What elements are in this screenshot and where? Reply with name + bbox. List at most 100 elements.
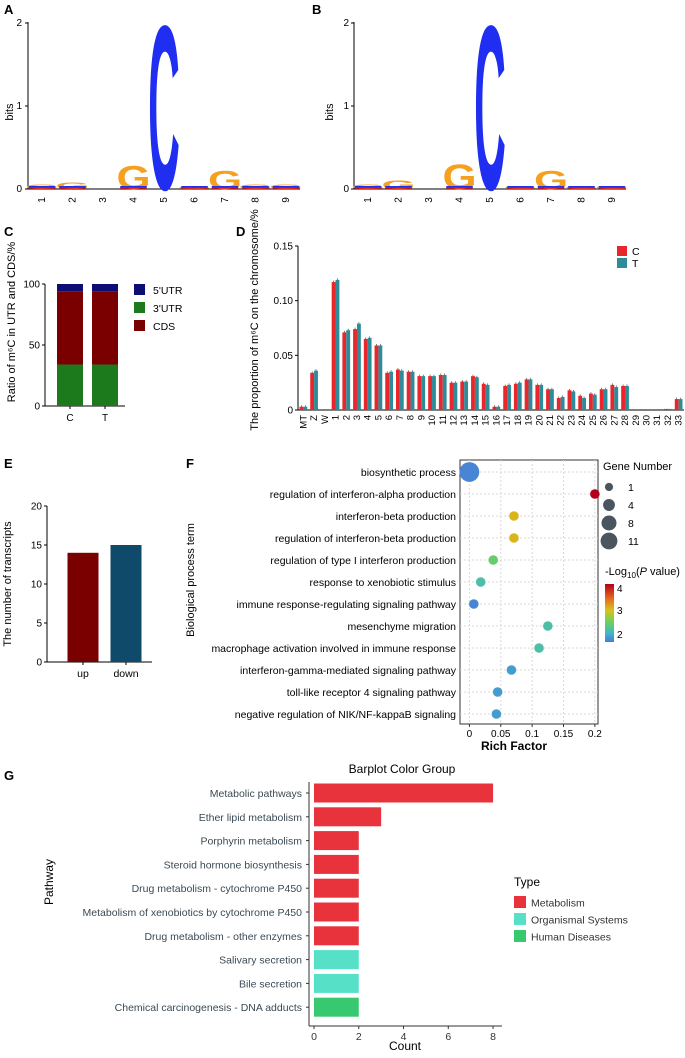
chart-d-bar [421,376,426,410]
logo-b-minor-stack [354,186,382,188]
logo-a-xtick-label: 9 [281,197,292,203]
chart-d-bar [610,384,615,410]
logo-a-xtick-label: 6 [190,197,201,203]
color-legend-title: -Log10(P value) [605,566,680,580]
chart-c-bar-segment [57,291,83,365]
chart-g-category-labels: Metabolic pathways Ether lipid metabolism… [83,788,309,1014]
chart-d-bar [592,394,597,410]
logo-b-letter-g: G [442,158,476,197]
chart-d-bar [507,384,511,410]
chart-d-xtick-label: 30 [641,415,652,426]
logo-a-xtick-label: 1 [37,197,48,203]
logo-a-minor-stack [272,186,300,188]
chart-d-xtick-label: 28 [620,415,631,426]
chart-d-xtick-label: 9 [416,415,427,420]
chart-c-ytick-label: 50 [29,341,41,352]
chart-c-bar-segment [92,364,118,406]
chart-f-point [475,577,486,587]
chart-d-xtick-label: 16 [491,415,502,426]
chart-d-xtick-label: Z [309,415,320,421]
chart-g-bar [314,926,359,946]
chart-d-xtick-label: 7 [395,415,406,420]
logo-b-xtick-label: 1 [363,197,374,203]
chart-d-bar [567,390,572,410]
chart-d-ytick-label: 0.15 [274,242,294,253]
chart-d-bar [464,381,469,410]
logo-a-xtick-label: 4 [129,197,140,203]
chart-c-legend-swatch [134,284,145,295]
chart-f-term-labels: biosynthetic process regulation of interf… [211,467,456,721]
logo-b-xtick-label: 7 [546,197,557,203]
chart-g-category-label: Metabolism of xenobiotics by cytochrome … [83,907,303,919]
chart-f-xtick-label: 0.15 [554,729,574,740]
chart-e-bar-down [110,545,142,662]
chart-g-bar [314,878,359,898]
logo-b-ytick: 2 [343,18,349,29]
chart-d-bar [528,379,533,410]
chart-d-ylabel: The proportion of m⁶C on the chromosome/… [249,209,261,431]
color-legend-tick: 2 [617,630,623,641]
chart-d-xtick-label: 19 [524,415,535,426]
panel-label-c: C [4,224,14,239]
chart-f-term-label: interferon-beta production [336,511,456,523]
chart-f-point [590,489,600,499]
logo-b-minor-stack [354,187,382,189]
chart-d-bar [571,391,576,410]
chart-e-ytick-label: 15 [31,541,43,552]
logo-a-letter-glyph: G [116,160,150,197]
logo-a-minor-stack [242,186,269,188]
chart-c-ytick-label: 0 [34,402,40,413]
chart-f-term-label: response to xenobiotic stimulus [310,577,457,589]
chart-d-bar [331,282,336,410]
chart-d-xtick-label: 31 [652,415,663,426]
chart-d-xtick-label: 20 [534,415,545,426]
chart-e-xtick-label: down [113,668,138,680]
chart-d-bar [556,397,561,410]
chart-d-xtick-label: 8 [406,415,417,420]
chart-d-bar [363,338,368,410]
chart-g-xtick-label: 2 [356,1031,362,1043]
logo-a-xtick-label: 8 [251,197,262,203]
chart-d-bar [599,389,604,410]
chart-g-bar [314,997,359,1017]
chart-d-bar [621,385,626,410]
chart-c-legend-label: 5'UTR [153,285,183,297]
chart-d-bar [503,385,508,410]
logo-b-ytick: 1 [343,101,349,112]
color-legend-tick: 3 [617,606,623,617]
logo-b-xtick-label: 2 [394,197,405,203]
logo-a-xtick-label: 7 [220,197,231,203]
chart-d-bar [310,372,315,410]
chart-g-legend-swatch [514,930,526,942]
chart-d-bar [664,408,668,410]
chart-g-bars [314,783,494,1017]
panel-label-e: E [4,456,13,471]
logo-a-minor-stack [181,187,208,189]
chart-c-bar-segment [92,284,118,292]
chart-f-term-label: mesenchyme migration [347,621,456,633]
chart-f-xticks: 0 0.05 0.1 0.15 0.2 [467,724,602,740]
chart-d-xtick-label: 13 [459,415,470,426]
chart-d-xtick-label: 15 [481,415,492,426]
chart-d-bar [678,399,683,410]
logo-a-letter-glyph: G [55,180,89,191]
color-legend-gradient [605,584,614,642]
panel-label-b: B [312,2,321,17]
logo-b-letter-glyph: G [381,178,415,191]
logo-a-minor-stack [272,187,300,189]
size-legend-title: Gene Number [603,461,672,473]
chart-d-xtick-label: 33 [674,415,685,426]
logo-a-ytick: 1 [16,101,22,112]
chart-f-point [491,709,502,719]
chart-d-bar [546,389,550,410]
panel-label-a: A [4,2,14,17]
chart-d-bar [335,279,340,410]
chart-d-bar [342,332,347,410]
chart-c-bars [57,284,118,406]
logo-b-minor-stack [537,187,565,189]
chart-d-bar [517,382,522,410]
chart-d-bar [474,377,479,410]
size-legend-dot [604,482,614,492]
